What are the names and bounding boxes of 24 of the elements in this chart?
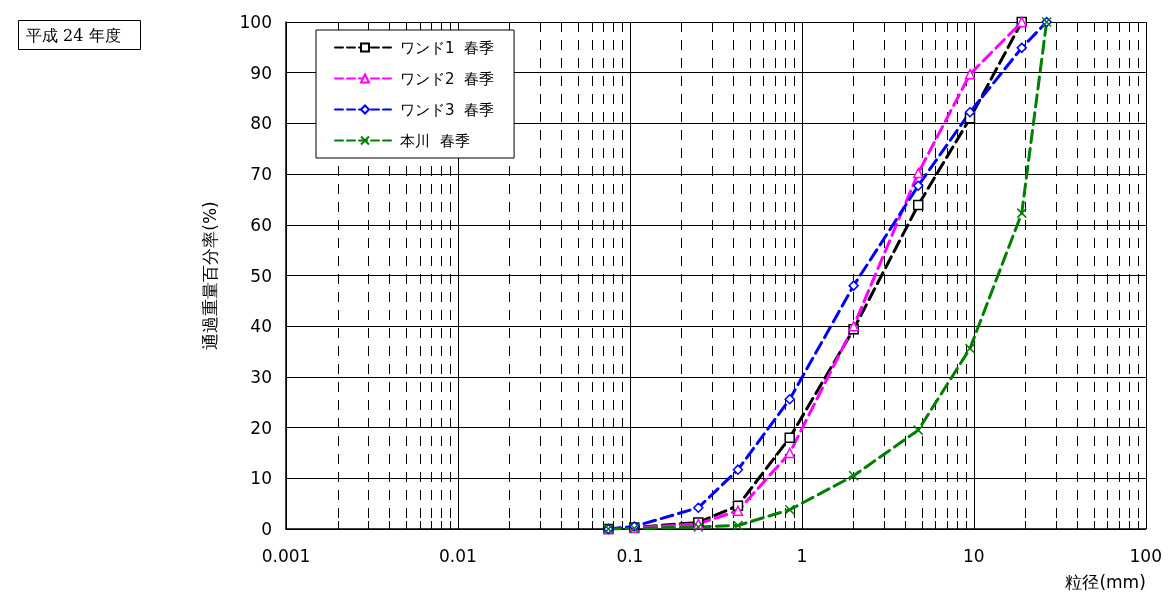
x-tick-label: 0.1 — [616, 545, 644, 566]
y-tick-label: 90 — [250, 62, 272, 83]
y-tick-label: 40 — [250, 316, 272, 337]
y-tick-label: 0 — [261, 519, 272, 539]
y-tick-label: 70 — [250, 164, 272, 185]
x-tick-label: 1 — [796, 545, 808, 566]
legend-label: 本川 春季 — [400, 131, 470, 150]
text: 平成 24 年度 — [26, 25, 121, 45]
y-axis-title: 通過重量百分率(%) — [199, 201, 220, 350]
y-tick-label: 60 — [250, 214, 272, 235]
x-tick-label: 10 — [963, 545, 985, 566]
y-tick-label: 80 — [250, 113, 272, 134]
y-tick-label: 50 — [250, 265, 272, 286]
y-tick-label: 10 — [250, 468, 272, 489]
y-tick-label: 100 — [239, 12, 272, 32]
legend-label: ワンド1 春季 — [400, 38, 495, 57]
legend-label: ワンド3 春季 — [400, 100, 495, 119]
x-axis-title: 粒径(mm) — [1065, 571, 1146, 592]
x-tick-label: 0.001 — [261, 545, 311, 566]
legend-label: ワンド2 春季 — [400, 69, 495, 88]
x-tick-label: 0.01 — [439, 545, 477, 566]
x-tick-label: 100 — [1129, 545, 1162, 566]
y-tick-label: 20 — [250, 417, 272, 438]
y-tick-label: 30 — [250, 366, 272, 387]
